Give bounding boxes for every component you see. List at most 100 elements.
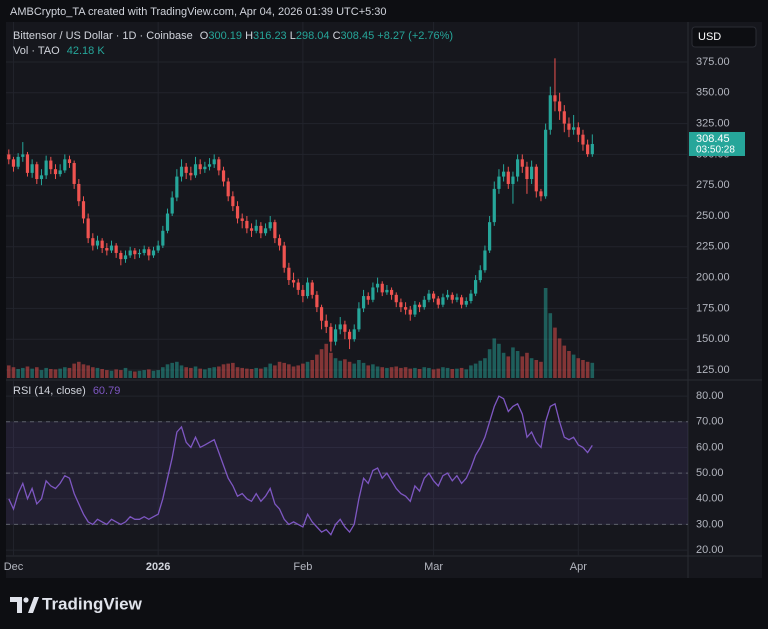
volume-bar xyxy=(128,370,132,378)
volume-bar xyxy=(249,369,254,378)
ohlc-label: O xyxy=(200,30,209,42)
candle-body xyxy=(413,304,417,315)
candle-body xyxy=(455,297,459,300)
y-tick-label: 150.00 xyxy=(696,333,730,345)
candle-body xyxy=(156,245,160,251)
candle-body xyxy=(226,181,230,197)
volume-bar xyxy=(422,367,427,378)
volume-bar xyxy=(72,363,76,378)
volume-bar xyxy=(487,349,492,378)
volume-bar xyxy=(21,367,25,378)
y-tick-label: 325.00 xyxy=(696,118,730,130)
currency[interactable]: USD xyxy=(698,31,721,43)
volume-bar xyxy=(511,347,515,378)
volume-bar xyxy=(49,369,53,378)
candle-body xyxy=(86,218,90,239)
volume-bar xyxy=(571,354,576,378)
y-tick-label: 125.00 xyxy=(696,364,730,376)
candle-body xyxy=(277,238,282,246)
candle-body xyxy=(567,123,571,130)
volume-bar xyxy=(562,345,567,378)
x-tick-label: Apr xyxy=(570,561,587,573)
candle-body xyxy=(105,248,109,251)
volume-bar xyxy=(403,367,408,378)
volume-bar xyxy=(413,367,417,378)
currency-box[interactable] xyxy=(691,26,757,48)
volume-bar xyxy=(207,367,212,378)
rsi-tick-label: 30.00 xyxy=(696,518,724,530)
rsi-tick-label: 20.00 xyxy=(696,544,724,556)
volume-bar xyxy=(123,367,128,378)
volume-bar xyxy=(352,363,357,378)
volume-bar xyxy=(534,360,539,378)
volume-bar xyxy=(576,358,581,378)
candle-body xyxy=(497,176,501,189)
chart-panel xyxy=(6,22,762,578)
candle-body xyxy=(25,154,30,173)
ohlc-label: L xyxy=(290,30,296,42)
candle-body xyxy=(67,159,72,164)
volume-bar xyxy=(543,288,548,378)
candle-body xyxy=(119,252,123,260)
candle-body xyxy=(175,176,179,198)
rsi-band xyxy=(6,421,688,525)
candle-body xyxy=(53,169,58,175)
rsi-tick-label: 80.00 xyxy=(696,390,724,402)
volume-bar xyxy=(315,354,319,378)
candle-body xyxy=(128,250,132,256)
candle-body xyxy=(460,297,464,305)
candle-body xyxy=(11,159,16,167)
candle-body xyxy=(273,222,277,239)
y-tick-label: 350.00 xyxy=(696,87,730,99)
volume-bar xyxy=(464,369,469,378)
countdown: 03:50:28 xyxy=(696,145,735,156)
candle-body xyxy=(516,159,520,177)
volume-bar xyxy=(581,360,585,378)
volume-bar xyxy=(497,343,501,378)
volume-bar xyxy=(483,358,487,378)
volume-bar xyxy=(77,361,81,378)
candle-body xyxy=(263,228,268,234)
candle-body xyxy=(123,255,128,260)
axes: 125.00 150.00 175.00 200.00 225.00 250.00 275.… xyxy=(4,56,745,573)
volume-bar xyxy=(58,368,62,378)
candle-body xyxy=(310,282,314,295)
volume-bar xyxy=(450,369,455,378)
volume-bar xyxy=(133,371,137,378)
candle-body xyxy=(147,249,151,256)
volume-bar xyxy=(380,367,385,378)
candle-body xyxy=(506,171,510,184)
candle-body xyxy=(422,299,426,308)
volume-bar xyxy=(329,352,333,378)
candle-body xyxy=(548,95,552,130)
volume-bar xyxy=(91,367,95,378)
volume-bar xyxy=(193,366,198,378)
candle-body xyxy=(441,297,445,305)
watermark-logo xyxy=(10,597,39,613)
volume-bar xyxy=(11,367,16,378)
volume-bar xyxy=(259,368,263,378)
volume-bar xyxy=(63,367,67,378)
volume-bar xyxy=(203,369,207,378)
volume-bar xyxy=(445,367,450,378)
candle-body xyxy=(245,220,249,229)
volume-bar xyxy=(441,367,445,378)
volume-bar xyxy=(385,367,389,378)
candle-body xyxy=(333,329,338,342)
volume-bar xyxy=(53,369,58,378)
candle-body xyxy=(539,191,543,197)
candle-body xyxy=(357,308,361,330)
volume-bar xyxy=(529,358,534,378)
candle-body xyxy=(95,240,100,246)
candle-body xyxy=(114,245,118,253)
candle-body xyxy=(385,289,389,293)
candle-body xyxy=(347,331,352,340)
volume-bar xyxy=(492,338,497,378)
volume-bar xyxy=(459,367,464,378)
volume-bar xyxy=(165,364,170,378)
candle-body xyxy=(179,166,184,177)
candle-body xyxy=(161,230,165,246)
volume-bar xyxy=(287,364,291,378)
volume-bar xyxy=(39,370,44,378)
volume-bar xyxy=(590,362,595,378)
